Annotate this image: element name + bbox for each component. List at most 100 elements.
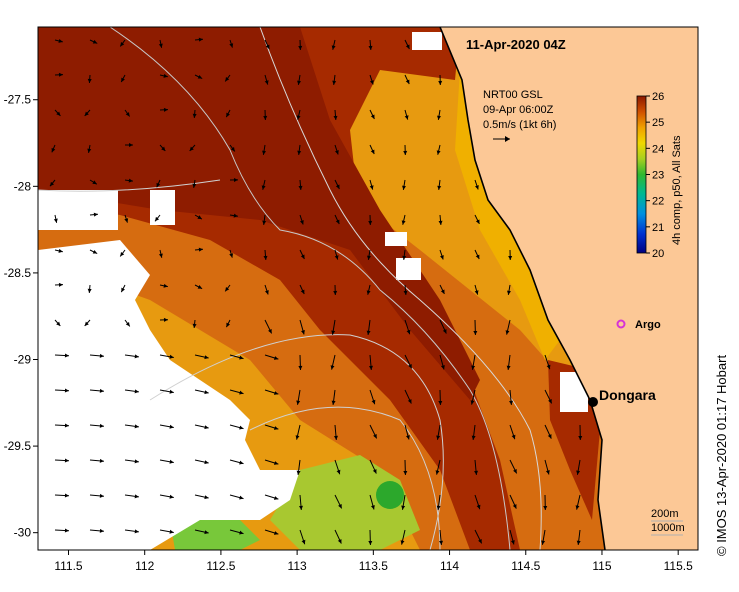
current-arrow-head bbox=[261, 185, 266, 190]
current-arrow-head bbox=[58, 38, 63, 43]
current-arrow-head bbox=[163, 317, 168, 322]
current-arrow-head bbox=[120, 42, 125, 47]
y-tick-label: -28.5 bbox=[4, 266, 32, 280]
current-arrow-head bbox=[99, 458, 104, 463]
current-arrow-head bbox=[296, 400, 301, 405]
current-arrow-head bbox=[64, 353, 69, 358]
y-tick-label: -29 bbox=[14, 353, 32, 367]
cloud-mask-west-2 bbox=[150, 190, 175, 225]
current-arrow-head bbox=[262, 220, 267, 225]
current-arrow-head bbox=[169, 354, 174, 359]
current-arrow-head bbox=[370, 114, 375, 119]
coastline bbox=[439, 27, 606, 550]
current-arrow-head bbox=[56, 321, 61, 326]
colorbar-tick-label: 21 bbox=[652, 222, 664, 234]
current-arrow-head bbox=[169, 494, 174, 499]
current-arrow-head bbox=[239, 530, 244, 535]
plot-frame bbox=[37, 26, 699, 551]
current-arrow-head bbox=[507, 290, 511, 295]
colorbar-scale bbox=[636, 95, 647, 254]
current-arrow-head bbox=[474, 290, 479, 295]
current-arrow-head bbox=[578, 435, 583, 440]
town-label: Dongara bbox=[599, 387, 656, 403]
current-legend-line3: 0.5m/s (1kt 6h) bbox=[483, 119, 556, 131]
current-arrow-head bbox=[134, 389, 139, 394]
current-arrow-head bbox=[189, 146, 194, 151]
map-title: 11-Apr-2020 04Z bbox=[466, 37, 566, 52]
current-arrow-head bbox=[92, 39, 98, 44]
x-tick-label: 114 bbox=[440, 559, 459, 573]
current-arrow-head bbox=[92, 180, 97, 185]
current-arrow-head bbox=[435, 470, 440, 475]
isobath-south-inner bbox=[249, 406, 441, 550]
current-arrow-head bbox=[120, 252, 125, 257]
bathymetry-legend: 200m 1000m bbox=[651, 508, 685, 536]
current-arrow-head bbox=[204, 530, 209, 535]
colorbar-tick-label: 25 bbox=[652, 117, 664, 129]
current-arrow-head bbox=[301, 539, 306, 545]
current-arrow-head bbox=[229, 43, 234, 48]
colorbar-tick-label: 24 bbox=[652, 143, 664, 155]
current-arrow-head bbox=[331, 45, 336, 50]
current-arrow-head bbox=[366, 330, 371, 335]
sst-cold-spot bbox=[376, 481, 404, 509]
town-dot-icon bbox=[588, 397, 598, 407]
y-tick-label: -28 bbox=[14, 179, 32, 193]
current-arrow-head bbox=[368, 45, 373, 50]
current-arrow-head bbox=[155, 216, 160, 222]
current-arrow-head bbox=[336, 469, 341, 475]
current-arrow-head bbox=[510, 540, 515, 545]
current-arrow-head bbox=[405, 435, 410, 440]
isobath-west bbox=[38, 179, 221, 192]
current-arrow-head bbox=[128, 178, 133, 183]
current-arrow-head bbox=[402, 255, 407, 260]
sst-warmest-core bbox=[38, 27, 480, 400]
current-arrow-head bbox=[239, 355, 244, 360]
current-arrow-head bbox=[368, 365, 373, 370]
current-arrow-head bbox=[58, 72, 63, 77]
current-arrow-head bbox=[332, 80, 337, 85]
current-arrow-head bbox=[403, 150, 408, 155]
current-arrow-head bbox=[369, 80, 374, 85]
y-tick-label: -27.5 bbox=[4, 93, 32, 107]
current-arrow-head bbox=[440, 289, 445, 294]
current-arrow-head bbox=[298, 185, 303, 190]
current-arrow-head bbox=[161, 146, 166, 151]
dongara-marker[interactable]: Dongara bbox=[588, 387, 656, 407]
current-arrow-head bbox=[169, 389, 174, 394]
current-arrow-head bbox=[204, 460, 209, 465]
land-mass bbox=[440, 27, 698, 550]
current-arrow-head bbox=[437, 185, 442, 190]
isobath-south bbox=[149, 334, 444, 550]
current-arrow-head bbox=[125, 112, 130, 117]
colorbar-tick-label: 22 bbox=[652, 196, 664, 208]
current-arrow-head bbox=[134, 529, 139, 534]
current-arrow-head bbox=[192, 323, 197, 328]
current-arrow-head bbox=[403, 470, 408, 475]
current-arrow-head bbox=[505, 330, 510, 335]
current-arrow-head bbox=[226, 112, 230, 118]
current-arrow-head bbox=[158, 253, 163, 258]
current-arrow-head bbox=[438, 400, 443, 405]
current-arrow-head bbox=[169, 459, 174, 464]
current-arrow-head bbox=[335, 219, 340, 225]
current-arrow-head bbox=[198, 247, 203, 252]
current-arrow-head bbox=[93, 212, 98, 217]
current-arrow-head bbox=[273, 426, 279, 430]
current-arrow-head bbox=[471, 435, 476, 440]
argo-label: Argo bbox=[635, 319, 661, 331]
current-arrow-head bbox=[49, 181, 55, 187]
current-arrow-head bbox=[239, 390, 244, 395]
current-arrow-head bbox=[331, 330, 336, 335]
colorbar: 26 25 24 23 22 21 20 4h comp, p50, All Sats bbox=[636, 91, 683, 260]
isobath-200m-label: 200m bbox=[651, 508, 679, 520]
current-arrow-head bbox=[575, 505, 580, 510]
current-arrow-head bbox=[401, 505, 406, 510]
current-arrow-head bbox=[263, 255, 268, 260]
argo-marker[interactable]: Argo bbox=[616, 319, 661, 331]
x-tick-label: 112.5 bbox=[206, 559, 235, 573]
current-arrow-head bbox=[297, 150, 302, 155]
current-arrow-head bbox=[576, 470, 581, 475]
y-axis: -27.5 -28 -28.5 -29 -29.5 -30 bbox=[4, 93, 38, 540]
current-arrow-head bbox=[99, 423, 104, 428]
